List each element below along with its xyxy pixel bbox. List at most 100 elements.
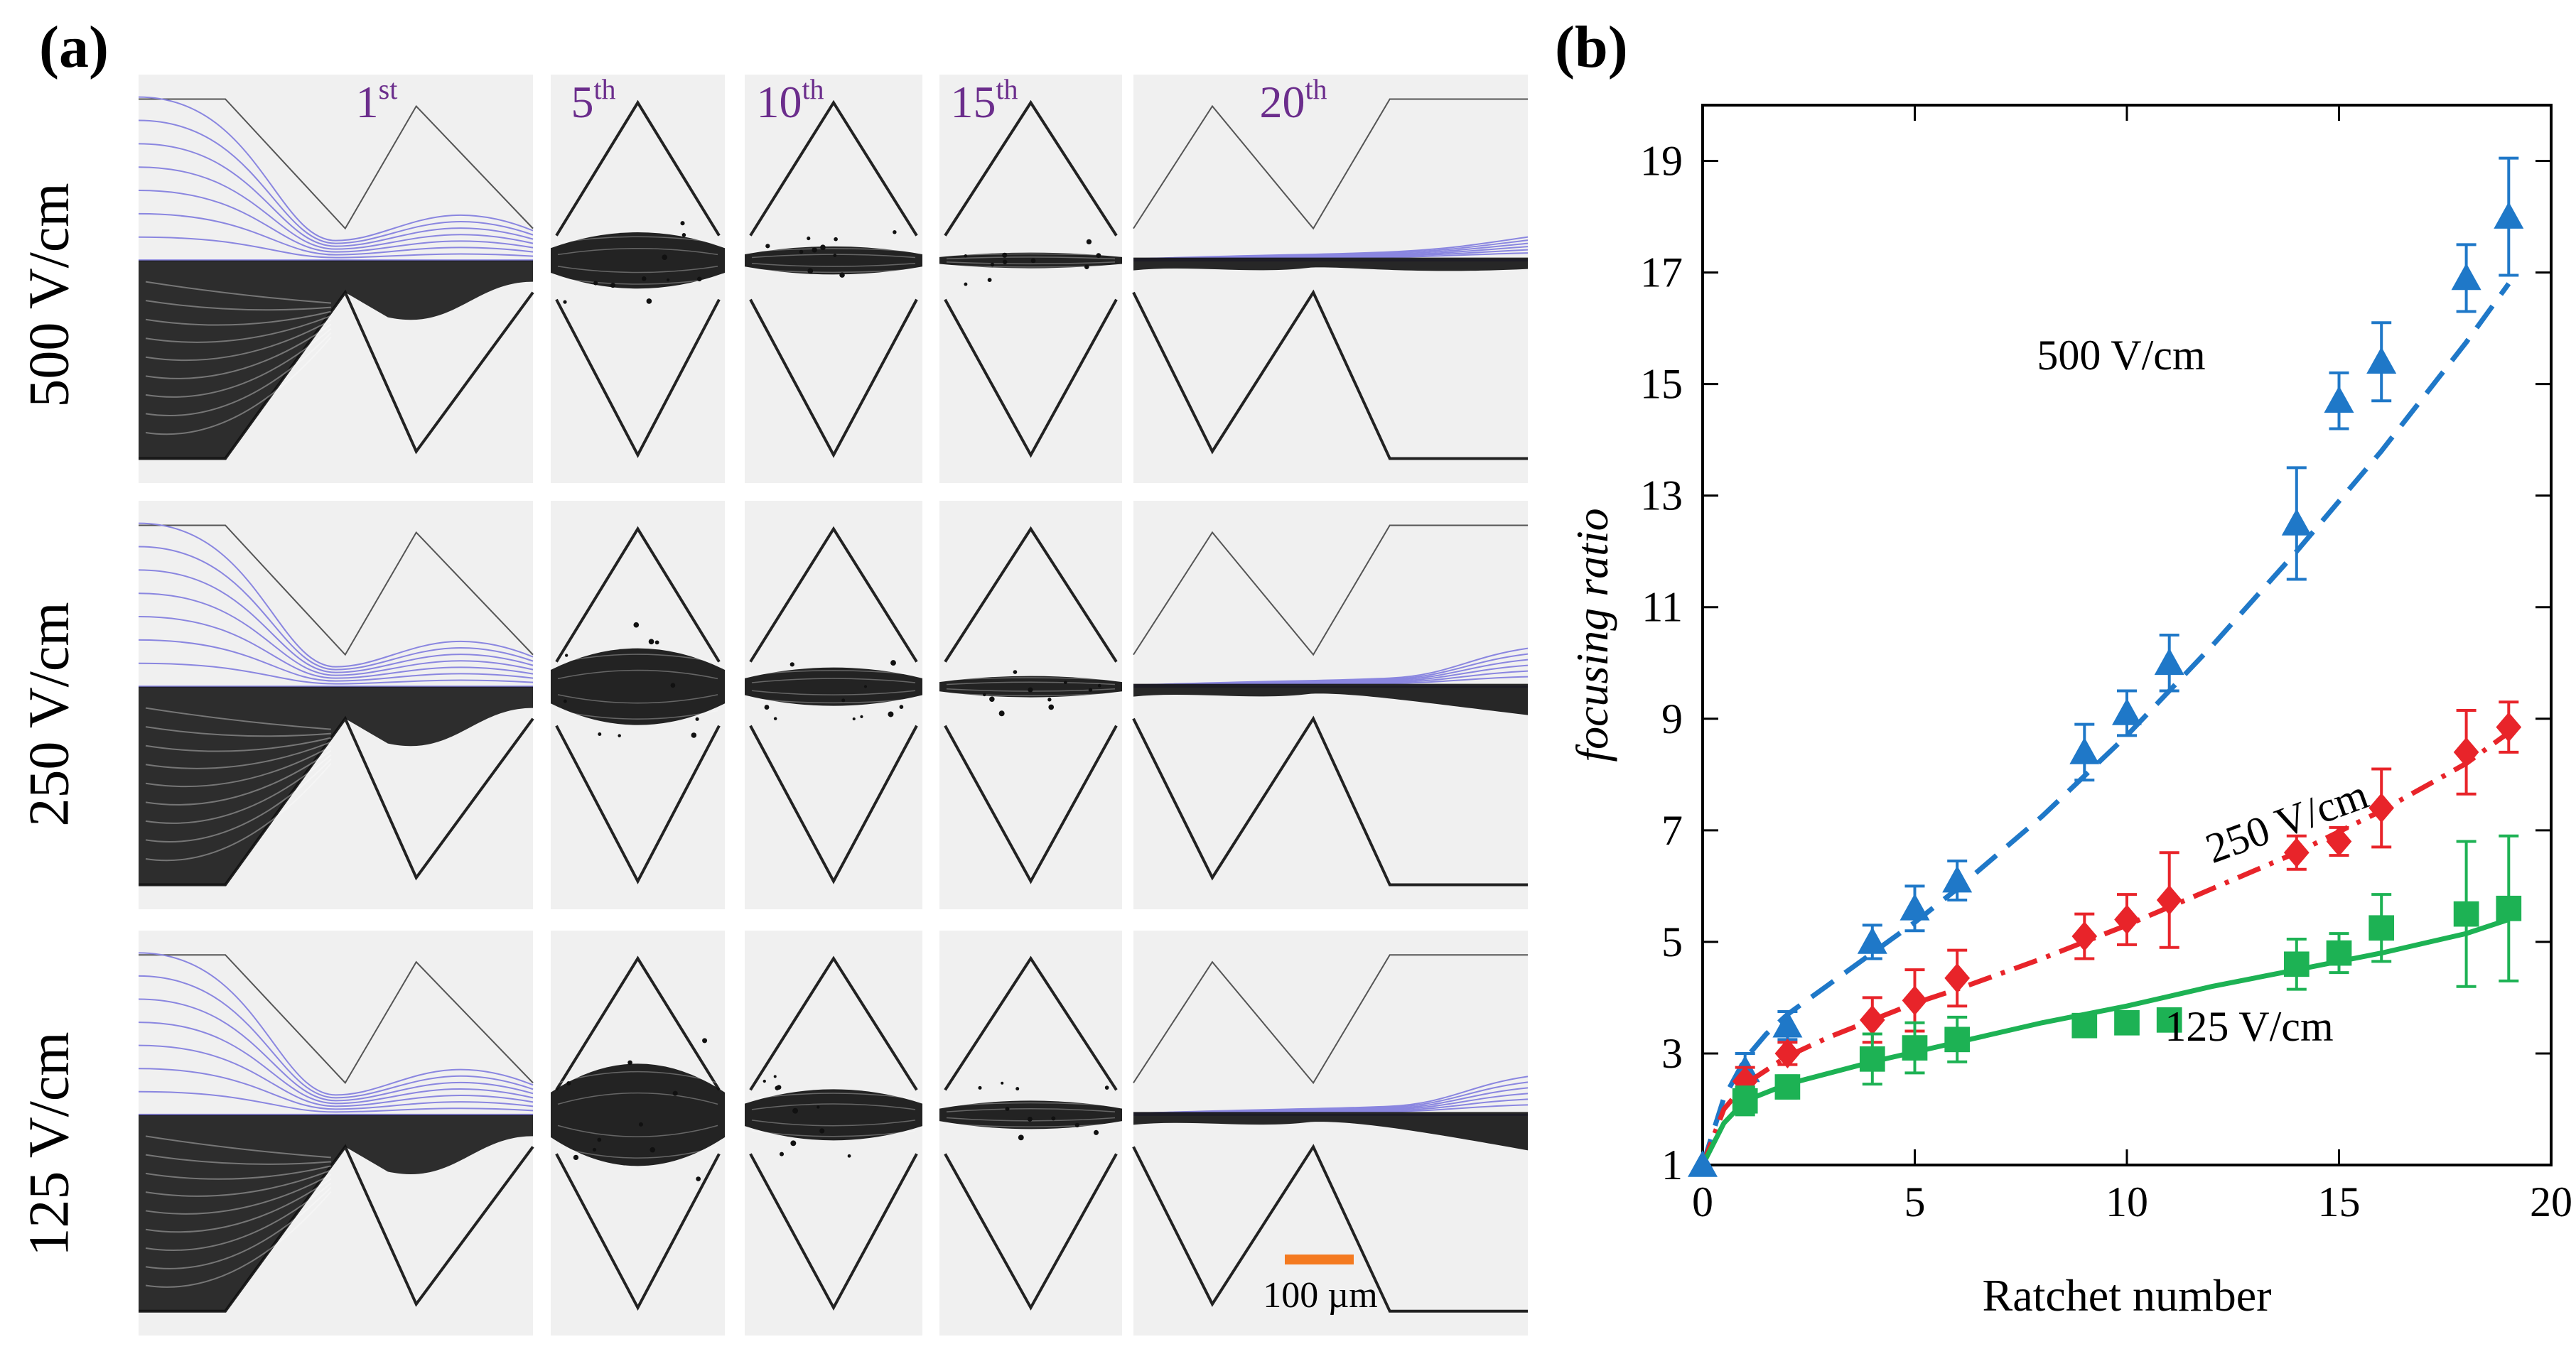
particle-trace — [946, 1102, 1116, 1107]
y-tick-label: 1 — [1661, 1142, 1683, 1188]
stray-particle — [807, 268, 814, 274]
stray-particle — [1048, 704, 1055, 710]
streamline — [138, 166, 534, 250]
stray-particle — [1104, 1085, 1109, 1090]
particle-trace — [145, 754, 332, 824]
particle-trace — [751, 678, 916, 683]
data-point — [2112, 698, 2142, 725]
streamline — [138, 236, 534, 259]
y-tick-label: 3 — [1661, 1030, 1683, 1077]
particle-trace — [557, 1092, 718, 1105]
particle-trace — [946, 261, 1116, 265]
stray-particle — [648, 639, 654, 645]
panel-b-label: (b) — [1555, 14, 1628, 80]
column-label: 10th — [756, 73, 824, 127]
stray-particle — [1088, 688, 1093, 692]
upper-wall — [555, 955, 721, 1091]
particle-cloud — [139, 1115, 533, 1311]
column-label: 15th — [950, 73, 1018, 127]
stray-particle — [987, 278, 992, 282]
stray-particle — [695, 717, 699, 721]
x-axis-label: Ratchet number — [1983, 1270, 2272, 1321]
data-point — [2114, 904, 2140, 935]
particle-band — [551, 648, 725, 725]
particle-trace — [145, 1182, 332, 1251]
stray-particle — [1001, 1081, 1004, 1085]
stray-particle — [863, 685, 868, 688]
particle-trace — [145, 737, 332, 752]
particle-trace — [751, 1103, 916, 1110]
column-label: 5th — [571, 73, 615, 127]
y-tick-label: 15 — [1640, 361, 1683, 408]
stray-particle — [779, 1152, 785, 1156]
stray-particle — [1097, 683, 1101, 688]
particle-trace — [946, 681, 1116, 686]
upper-wall — [555, 99, 721, 237]
stray-particle — [765, 244, 770, 249]
particle-trace — [751, 670, 916, 676]
upper-wall — [139, 954, 534, 1085]
data-point — [1859, 1004, 1885, 1035]
data-point — [1859, 1046, 1885, 1072]
y-tick-label: 13 — [1640, 472, 1683, 519]
data-point — [2496, 712, 2522, 742]
stray-particle — [1002, 252, 1008, 258]
stray-particle — [598, 732, 602, 736]
stray-particle — [597, 1137, 602, 1142]
stray-particle — [1074, 1122, 1079, 1128]
column-label-number: 1 — [356, 77, 379, 127]
lower-wall — [749, 1153, 918, 1311]
column-label: 1st — [356, 73, 398, 127]
stray-particle — [841, 698, 846, 703]
data-point — [2368, 915, 2395, 941]
data-point — [2453, 901, 2479, 927]
particle-band — [745, 246, 922, 275]
streamline — [138, 212, 534, 256]
stray-particle — [807, 236, 811, 241]
column-label-number: 15 — [950, 77, 996, 127]
stray-particle — [610, 283, 616, 288]
data-point — [2283, 951, 2310, 977]
stray-particle — [888, 711, 894, 717]
particle-trace — [751, 1130, 916, 1137]
lower-wall — [555, 725, 721, 884]
micrograph-tile — [551, 931, 725, 1336]
stray-particle — [964, 254, 968, 258]
stray-particle — [1096, 253, 1101, 259]
data-point — [1944, 1026, 1971, 1053]
particle-trace — [557, 1125, 718, 1137]
particle-trace — [145, 745, 332, 788]
y-tick-label: 5 — [1661, 919, 1683, 965]
stray-particle — [662, 254, 668, 261]
streamline — [138, 522, 534, 668]
stray-particle — [998, 710, 1005, 717]
y-axis-label: focusing ratio — [1567, 508, 1617, 762]
streamline — [138, 143, 534, 247]
particle-trace — [145, 281, 331, 304]
streamline — [138, 1044, 534, 1107]
series-label: 500 V/cm — [2037, 332, 2205, 379]
micrograph-tile — [1132, 75, 1529, 483]
stray-particle — [1047, 698, 1052, 702]
lower-wall — [749, 298, 918, 458]
data-point — [2154, 648, 2184, 676]
stray-particle — [696, 276, 702, 282]
streamline — [138, 569, 534, 673]
stray-particle — [650, 1147, 656, 1153]
upper-wall — [139, 98, 534, 230]
stray-particle — [964, 282, 968, 286]
data-point — [2494, 202, 2524, 229]
y-tick-label: 19 — [1640, 138, 1683, 185]
stray-particle — [1002, 259, 1008, 264]
lower-wall — [555, 1153, 721, 1311]
stray-particle — [983, 693, 986, 697]
data-point — [1902, 1035, 1928, 1061]
series-label: 125 V/cm — [2165, 1003, 2333, 1050]
data-point — [2324, 386, 2354, 413]
micrograph-tile — [551, 75, 725, 483]
particle-trace — [751, 1093, 916, 1100]
data-point — [2451, 263, 2481, 291]
y-tick-label: 9 — [1661, 695, 1683, 742]
micrograph-tile — [745, 931, 922, 1336]
